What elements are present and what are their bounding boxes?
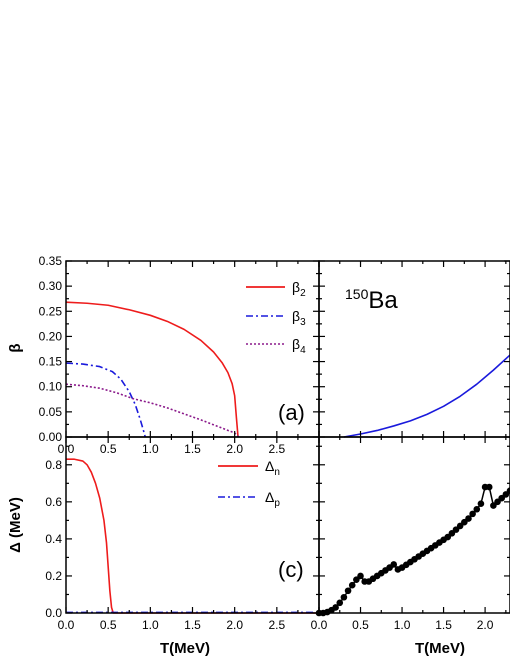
panel-c-y-axis-title: Δ (MeV) bbox=[7, 497, 24, 553]
panel-a-y-axis-title: β bbox=[7, 343, 24, 352]
panel-a-y-tick-label: 0.20 bbox=[39, 329, 63, 343]
legend-label-beta2: β2 bbox=[292, 279, 306, 299]
panel-c-tag: (c) bbox=[278, 557, 304, 582]
legend-label-beta4-sub: 4 bbox=[300, 345, 306, 356]
panel-a-y-tick-label: 0.05 bbox=[39, 405, 63, 419]
legend-label-beta2-sub: 2 bbox=[300, 288, 306, 299]
panel-d-data-point bbox=[332, 604, 339, 611]
panel-a-y-tick-label: 0.30 bbox=[39, 279, 63, 293]
panel-c-y-tick-label: 0.0 bbox=[45, 606, 62, 620]
panel-c-x-tick-label: 2.0 bbox=[226, 618, 243, 632]
panel-d-frame bbox=[318, 436, 510, 614]
nucleus-element: Ba bbox=[368, 287, 398, 314]
legend-label-delta-n-base: Δ bbox=[265, 458, 274, 474]
panel-d-x-axis-title: T(MeV) bbox=[415, 640, 465, 657]
panel-a-tag: (a) bbox=[278, 400, 305, 425]
panel-d-data-point bbox=[473, 505, 481, 513]
panel-c-x-axis-title: T(MeV) bbox=[160, 640, 210, 657]
panel-d-data-point bbox=[485, 483, 493, 491]
panel-d-data-point bbox=[390, 561, 398, 568]
panel-c-y-tick-label: 0.6 bbox=[45, 495, 62, 509]
axes-layer: 0.0 0.5 1.0 1.5 2.0 2.5 0.00 0.05 0.10 0.15 0.20 0.… bbox=[39, 254, 510, 632]
panel-d-data-point bbox=[340, 593, 348, 601]
panel-d-x-tick-label: 1.5 bbox=[435, 618, 452, 632]
legend-label-delta-p-sub: p bbox=[274, 498, 280, 509]
panel-c-x-tick-label: 2.5 bbox=[268, 618, 285, 632]
panel-d-x-tick-label: 0.5 bbox=[352, 618, 369, 632]
legend-label-beta3-sub: 3 bbox=[300, 317, 306, 328]
panel-c-legend: Δn Δp bbox=[218, 458, 280, 509]
panel-a-x-tick-label: 2.5 bbox=[268, 442, 285, 456]
legend-label-beta4-base: β bbox=[292, 336, 300, 352]
panel-a-series-3-line bbox=[65, 362, 147, 438]
panel-c-y-tick-label: 0.2 bbox=[45, 569, 62, 583]
panel-d-data-point bbox=[465, 515, 472, 522]
panel-c-series-n-line bbox=[66, 458, 319, 614]
panel-a-y-tick-label: 0.00 bbox=[39, 430, 63, 444]
legend-label-delta-p: Δp bbox=[265, 489, 280, 509]
panel-d-x-tick-label: 1.0 bbox=[394, 618, 411, 632]
panel-d-data-point bbox=[344, 587, 352, 595]
legend-label-delta-p-base: Δ bbox=[265, 489, 274, 505]
panel-d-data-point bbox=[357, 572, 364, 580]
legend-label-delta-n-sub: n bbox=[274, 467, 280, 478]
panel-d-data-point bbox=[336, 599, 344, 607]
legend-label-delta-n: Δn bbox=[265, 458, 280, 478]
panel-c-x-tick-label: 0.0 bbox=[58, 618, 75, 632]
panel-b-series-1-line bbox=[343, 354, 510, 438]
panel-a-y-tick-label: 0.35 bbox=[39, 254, 63, 268]
panel-d-data-point bbox=[469, 510, 476, 518]
panel-a-y-tick-label: 0.10 bbox=[39, 380, 63, 394]
panel-c-y-tick-label: 0.4 bbox=[45, 532, 62, 546]
panel-d-data-point bbox=[348, 581, 356, 589]
panel-a-y-tick-label: 0.15 bbox=[39, 355, 63, 369]
panel-a-x-tick-label: 0.5 bbox=[100, 442, 117, 456]
panel-d-x-tick-label: 2.0 bbox=[477, 618, 494, 632]
panel-a-y-tick-label: 0.25 bbox=[39, 304, 63, 318]
legend-label-beta3-base: β bbox=[292, 308, 300, 324]
nucleus-mass-number: 150 bbox=[345, 286, 369, 302]
panel-d-x-tick-label: 0.0 bbox=[311, 618, 328, 632]
panel-a-series-4-line bbox=[65, 383, 240, 438]
panel-d-data-point bbox=[477, 500, 485, 507]
nucleus-label: 150Ba bbox=[345, 286, 398, 314]
panel-c-x-tick-label: 1.0 bbox=[142, 618, 159, 632]
legend-label-beta2-base: β bbox=[292, 279, 300, 295]
panel-c-y-tick-label: 0.8 bbox=[45, 458, 62, 472]
legend-label-beta4: β4 bbox=[292, 336, 306, 356]
panel-d-data-point bbox=[506, 487, 510, 495]
panel-a-x-tick-label: 2.0 bbox=[226, 442, 243, 456]
panel-a-series-2-line bbox=[65, 301, 239, 438]
legend-label-beta3: β3 bbox=[292, 308, 306, 328]
panel-a-x-tick-label: 1.5 bbox=[184, 442, 201, 456]
panel-a-x-tick-label: 1.0 bbox=[142, 442, 159, 456]
panel-c-x-tick-label: 0.5 bbox=[100, 618, 117, 632]
panel-c-x-tick-label: 1.5 bbox=[184, 618, 201, 632]
panel-a-legend: β2 β3 β4 bbox=[246, 279, 306, 356]
